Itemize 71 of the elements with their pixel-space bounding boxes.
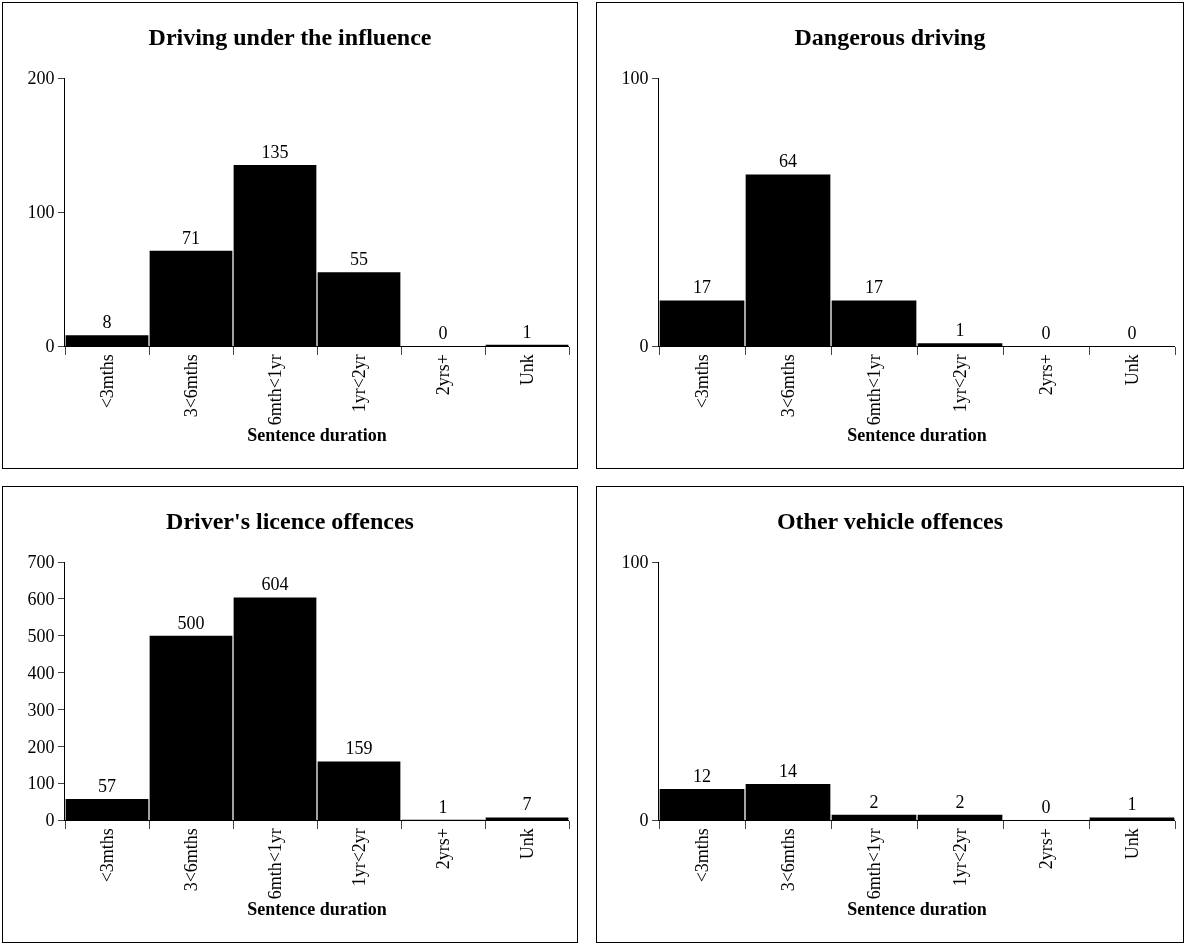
x-axis-title: Sentence duration <box>847 425 987 446</box>
y-tick-label: 200 <box>27 736 55 757</box>
y-tick-label: 600 <box>27 589 55 610</box>
y-tick-label: 100 <box>27 202 55 223</box>
x-tick-label: 6mth<1yr <box>264 828 285 900</box>
data-label: 55 <box>350 249 368 270</box>
data-label: 0 <box>1127 323 1137 343</box>
x-tick-label: 3<6mths <box>180 828 201 892</box>
data-label: 17 <box>865 277 884 298</box>
data-label: 2 <box>869 791 879 812</box>
y-tick-label: 100 <box>621 552 649 573</box>
data-label: 64 <box>779 151 798 172</box>
x-tick-label: 2yrs+ <box>1035 354 1056 396</box>
y-tick-label: 0 <box>45 336 55 357</box>
data-label: 159 <box>345 738 373 759</box>
y-tick-label: 100 <box>621 68 649 89</box>
y-tick-label: 0 <box>45 810 55 831</box>
x-tick-label: 1yr<2yr <box>348 828 369 887</box>
data-label: 7 <box>522 794 532 815</box>
x-axis-title: Sentence duration <box>247 425 387 446</box>
x-tick-label: Unk <box>1121 354 1142 386</box>
y-tick-label: 200 <box>27 68 55 89</box>
data-label: 0 <box>438 323 448 343</box>
chart-title: Driving under the influence <box>148 23 432 50</box>
data-label: 17 <box>693 277 711 298</box>
x-tick-label: 2yrs+ <box>432 354 453 396</box>
data-label: 57 <box>98 775 116 796</box>
data-label: 1 <box>1127 794 1137 815</box>
y-tick-label: 400 <box>27 662 55 683</box>
x-tick-label: <3mths <box>691 828 712 883</box>
data-label: 1 <box>438 796 448 817</box>
y-tick-label: 300 <box>27 699 55 720</box>
x-tick-label: Unk <box>1121 828 1142 860</box>
x-tick-label: <3mths <box>96 828 117 883</box>
data-label: 1 <box>522 321 532 342</box>
x-tick-label: 6mth<1yr <box>264 354 285 426</box>
x-axis-title: Sentence duration <box>247 899 387 920</box>
y-tick-label: 700 <box>27 552 55 573</box>
x-tick-label: 3<6mths <box>777 354 798 418</box>
data-label: 12 <box>693 766 711 787</box>
x-tick-label: 6mth<1yr <box>863 354 884 426</box>
x-tick-label: Unk <box>516 354 537 386</box>
x-tick-label: 6mth<1yr <box>863 828 884 900</box>
data-label: 0 <box>1041 797 1051 817</box>
data-label: 500 <box>177 612 205 633</box>
x-tick-label: 2yrs+ <box>1035 828 1056 870</box>
x-tick-label: <3mths <box>691 354 712 409</box>
x-axis-title: Sentence duration <box>847 899 987 920</box>
data-label: 0 <box>1041 323 1051 343</box>
x-tick-label: 3<6mths <box>777 828 798 892</box>
data-label: 14 <box>779 760 798 781</box>
data-label: 1 <box>955 320 965 341</box>
data-label: 135 <box>261 142 289 163</box>
data-label: 8 <box>102 312 112 333</box>
x-tick-label: 2yrs+ <box>432 828 453 870</box>
data-label: 604 <box>261 574 289 595</box>
y-tick-label: 0 <box>639 336 649 357</box>
x-tick-label: 1yr<2yr <box>949 828 970 887</box>
x-tick-label: <3mths <box>96 354 117 409</box>
data-label: 2 <box>955 791 965 812</box>
chart-title: Other vehicle offences <box>776 507 1004 534</box>
y-tick-label: 100 <box>27 773 55 794</box>
chart-title: Driver's licence offences <box>166 507 414 534</box>
x-tick-label: 1yr<2yr <box>949 354 970 413</box>
data-label: 71 <box>182 227 200 248</box>
chart-title: Dangerous driving <box>794 23 986 50</box>
y-tick-label: 0 <box>639 810 649 831</box>
y-tick-label: 500 <box>27 626 55 647</box>
x-tick-label: 1yr<2yr <box>348 354 369 413</box>
x-tick-label: Unk <box>516 828 537 860</box>
x-tick-label: 3<6mths <box>180 354 201 418</box>
